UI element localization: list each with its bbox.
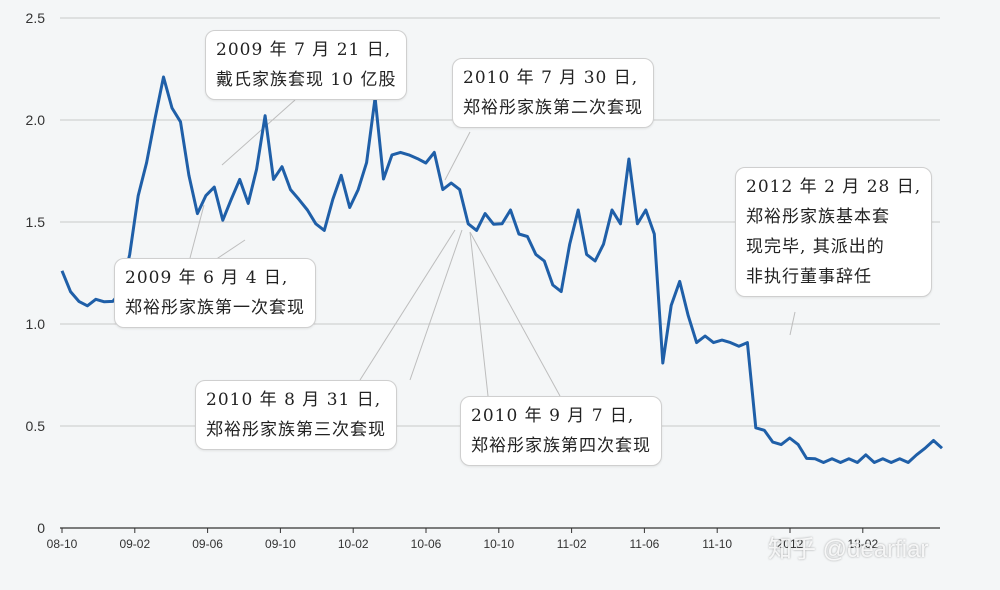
annotation-2010-09-07: 2010 年 9 月 7 日, 郑裕彤家族第四次套现: [460, 396, 662, 466]
watermark: 知乎 @dearfiar: [768, 536, 929, 563]
price-series-line: [60, 75, 944, 464]
y-axis-ticks: 0 0.5 1.0 1.5 2.0 2.5: [26, 10, 46, 536]
annotation-text: 非执行董事辞任: [746, 267, 872, 287]
x-tick-label: 09-10: [265, 537, 296, 551]
y-tick-label: 2.5: [26, 10, 46, 26]
x-tick-label: 11-02: [557, 537, 587, 551]
x-tick-label: 10-06: [411, 537, 442, 551]
annotation-date: 2009 年 7 月 21 日,: [216, 40, 392, 60]
annotation-2009-06-04: 2009 年 6 月 4 日, 郑裕彤家族第一次套现: [114, 258, 316, 328]
y-tick-label: 1.5: [26, 214, 46, 230]
x-tick-label: 13-02: [847, 537, 878, 551]
x-tick-label: 11-10: [702, 537, 732, 551]
annotation-2010-07-30: 2010 年 7 月 30 日, 郑裕彤家族第二次套现: [452, 58, 654, 128]
annotation-2010-08-31: 2010 年 8 月 31 日, 郑裕彤家族第三次套现: [195, 380, 397, 450]
annotation-text: 郑裕彤家族第二次套现: [463, 98, 643, 118]
callout-leader-line: [469, 231, 489, 397]
annotation-2009-07-21: 2009 年 7 月 21 日, 戴氏家族套现 10 亿股: [205, 30, 408, 100]
x-tick-label: 08-10: [47, 537, 78, 551]
y-tick-label: 1.0: [26, 316, 46, 332]
callout-leader-line: [359, 229, 456, 381]
callout-leader-line: [214, 239, 246, 261]
annotation-text: 郑裕彤家族第三次套现: [206, 420, 386, 440]
callout-leader-line: [444, 131, 471, 181]
annotation-text: 郑裕彤家族基本套: [746, 207, 890, 227]
x-tick-label: 09-06: [192, 537, 223, 551]
annotation-text: 郑裕彤家族第一次套现: [125, 298, 305, 318]
annotation-text: 郑裕彤家族第四次套现: [471, 436, 651, 456]
annotation-date: 2009 年 6 月 4 日,: [125, 268, 289, 288]
callout-leader-line: [189, 204, 205, 259]
x-tick-label: 09-02: [119, 537, 150, 551]
annotation-date: 2012 年 2 月 28 日,: [746, 177, 922, 197]
callout-leader-line: [789, 311, 796, 336]
annotation-date: 2010 年 9 月 7 日,: [471, 406, 635, 426]
x-tick-label: 2012: [777, 537, 804, 551]
annotation-date: 2010 年 8 月 31 日,: [206, 390, 382, 410]
callout-leader-line: [409, 229, 463, 381]
x-tick-label: 11-06: [629, 537, 659, 551]
annotation-2012-02-28: 2012 年 2 月 28 日, 郑裕彤家族基本套 现完毕, 其派出的 非执行董…: [735, 167, 933, 297]
x-tick-label: 10-02: [338, 537, 369, 551]
callout-leader-line: [221, 99, 296, 166]
x-axis-ticks: 08-10 09-02 09-06 09-10 10-02 10-06 10-10 11-02…: [47, 528, 878, 551]
y-tick-label: 0: [37, 520, 45, 536]
annotation-text: 戴氏家族套现 10 亿股: [216, 70, 397, 90]
y-tick-label: 2.0: [26, 112, 46, 128]
x-tick-label: 10-10: [483, 537, 514, 551]
annotation-date: 2010 年 7 月 30 日,: [463, 68, 639, 88]
y-tick-label: 0.5: [26, 418, 46, 434]
annotation-text: 现完毕, 其派出的: [746, 237, 885, 257]
callout-leader-line: [469, 231, 561, 397]
callout-leaders: [189, 99, 796, 397]
